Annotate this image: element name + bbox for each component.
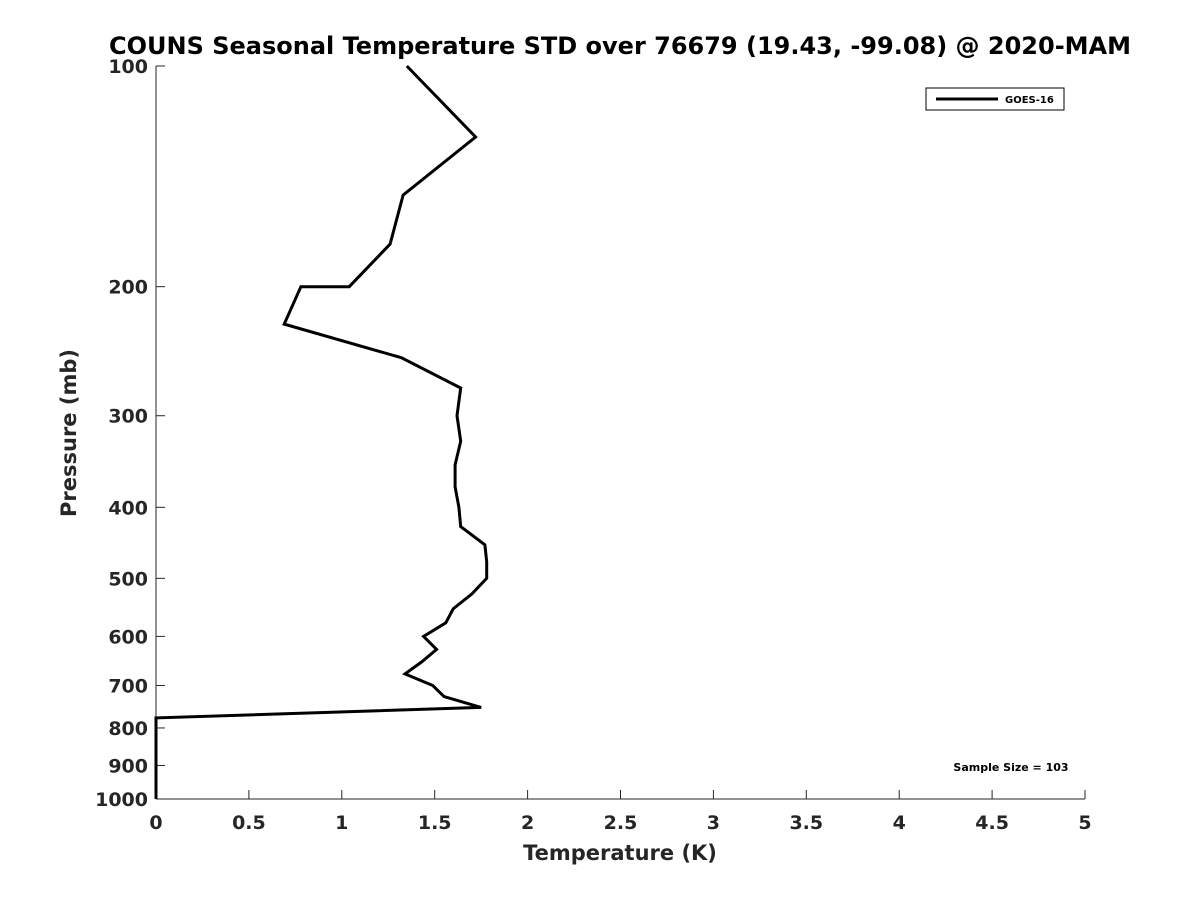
x-tick-label: 4.5: [975, 812, 1009, 834]
plot-area: [154, 64, 489, 799]
y-tick-label: 800: [108, 718, 148, 740]
y-tick-label: 700: [108, 675, 148, 697]
y-tick-label: 100: [108, 56, 148, 78]
x-tick-label: 3.5: [789, 812, 823, 834]
x-tick-label: 4: [893, 812, 906, 834]
y-tick-label: 1000: [95, 789, 148, 811]
y-tick-label: 600: [108, 626, 148, 648]
chart-title: COUNS Seasonal Temperature STD over 7667…: [109, 32, 1131, 60]
x-tick-label: 2.5: [604, 812, 638, 834]
y-tick-label: 900: [108, 755, 148, 777]
y-tick-label: 200: [108, 277, 148, 299]
x-tick-label: 1: [335, 812, 348, 834]
x-tick-label: 0.5: [232, 812, 266, 834]
x-tick-label: 0: [149, 812, 162, 834]
y-tick-label: 500: [108, 568, 148, 590]
y-axis-label: Pressure (mb): [57, 349, 81, 517]
y-tick-label: 400: [108, 497, 148, 519]
x-tick-label: 2: [521, 812, 534, 834]
legend-entry-goes-16: GOES-16: [1005, 95, 1054, 106]
x-axis-label: Temperature (K): [523, 841, 717, 865]
y-tick-label: 300: [108, 406, 148, 428]
x-tick-label: 3: [707, 812, 720, 834]
sample-size-annotation: Sample Size = 103: [953, 761, 1068, 774]
x-tick-label: 5: [1078, 812, 1091, 834]
series-line-goes-16: [154, 64, 489, 799]
axes: 0 0.5 1 1.5 2 2.5 3 3.5 4 4.5 5 100 200 300 400 500 600 7…: [95, 56, 1092, 834]
legend: GOES-16: [925, 87, 1065, 111]
x-tick-label: 1.5: [418, 812, 452, 834]
